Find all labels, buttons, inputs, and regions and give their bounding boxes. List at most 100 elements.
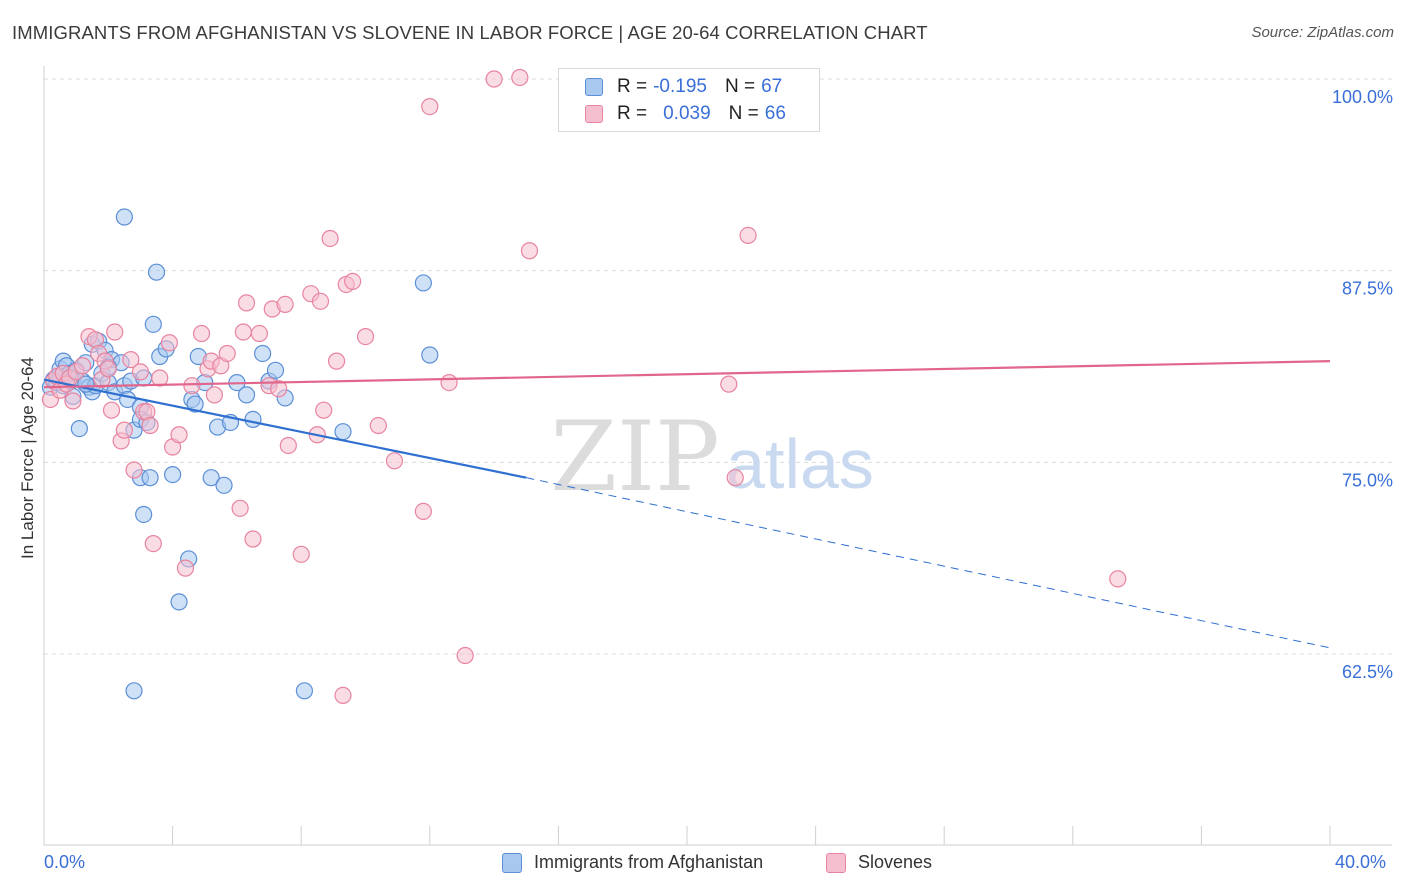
pink-point	[234, 323, 252, 341]
blue-point	[144, 315, 162, 333]
pink-point	[176, 559, 195, 577]
pink-point	[192, 324, 211, 343]
pink-point	[511, 68, 529, 87]
blue-point	[244, 410, 262, 428]
pink-point	[276, 295, 294, 313]
y-tick-label: 100.0%	[1332, 87, 1393, 107]
pink-point	[292, 545, 310, 563]
y-tick-label: 75.0%	[1342, 470, 1393, 490]
pink-point	[131, 363, 150, 381]
bottom-legend-item-slovenes: Slovenes	[826, 852, 932, 873]
blue-point	[254, 344, 272, 363]
source-credit: Source: ZipAtlas.com	[1251, 24, 1394, 41]
chart-title: IMMIGRANTS FROM AFGHANISTAN VS SLOVENE I…	[12, 22, 928, 43]
pink-point	[106, 323, 124, 341]
pink-point	[279, 436, 297, 455]
pink-point	[99, 360, 117, 378]
blue-point	[115, 208, 133, 226]
pink-point	[1109, 570, 1127, 588]
pink-point	[250, 324, 269, 343]
pink-point	[151, 369, 169, 387]
axes	[43, 66, 1392, 846]
y-tick-labels: 62.5% 75.0% 87.5% 100.0%	[1332, 87, 1393, 682]
pink-point	[456, 646, 474, 665]
pink-point	[73, 357, 92, 375]
blue-point	[186, 395, 204, 413]
blue-trend-extension	[526, 477, 1331, 649]
pink-point	[170, 426, 188, 444]
pink-point	[64, 392, 82, 410]
pink-point	[102, 401, 121, 419]
pink-point	[231, 499, 249, 517]
blue-point	[295, 682, 314, 700]
pink-point	[115, 421, 133, 439]
pink-point	[385, 452, 404, 470]
correlation-legend: R = -0.195 N = 67 R = 0.039 N = 66	[558, 68, 820, 132]
pink-point	[344, 272, 362, 290]
legend-r-label: R =	[617, 103, 648, 124]
y-tick-label: 87.5%	[1342, 279, 1393, 299]
legend-n-label: N =	[728, 103, 759, 124]
watermark-atlas: atlas	[726, 425, 874, 503]
pink-point	[125, 461, 143, 479]
blue-point	[202, 469, 220, 487]
y-tick-label: 62.5%	[1342, 662, 1393, 682]
legend-row-pink: R = 0.039 N = 66	[585, 102, 786, 126]
legend-n-value-blue: 67	[761, 76, 783, 97]
pink-point	[327, 352, 346, 370]
pink-point	[414, 502, 432, 520]
blue-point	[170, 593, 188, 611]
pink-point	[122, 351, 140, 369]
data-points	[41, 68, 1127, 705]
bottom-legend-item-afghanistan: Immigrants from Afghanistan	[502, 852, 763, 873]
pink-point	[485, 70, 503, 88]
blue-point	[414, 274, 432, 292]
pink-point	[270, 380, 288, 398]
pink-point	[144, 534, 162, 553]
pink-point	[315, 401, 333, 419]
pink-point	[237, 294, 256, 312]
x-tick-label-min: 0.0%	[44, 852, 86, 872]
pink-point	[369, 416, 387, 435]
pink-point	[218, 344, 236, 363]
pink-point	[205, 386, 223, 404]
legend-r-label: R =	[617, 76, 648, 97]
pink-point	[160, 334, 178, 352]
pink-point	[739, 226, 757, 244]
blue-point	[237, 386, 256, 404]
blue-point	[266, 361, 285, 379]
y-axis-label: In Labor Force | Age 20-64	[18, 357, 37, 559]
pink-point	[141, 416, 159, 435]
blue-point	[125, 682, 143, 700]
blue-point	[135, 505, 153, 524]
pink-trend-line	[43, 360, 1331, 389]
pink-point	[311, 292, 330, 310]
legend-r-value-pink: 0.039	[663, 103, 711, 124]
pink-point	[520, 242, 539, 260]
pink-point	[356, 328, 375, 346]
legend-swatch-pink	[585, 105, 603, 123]
legend-n-label: N =	[724, 76, 756, 97]
blue-point	[334, 423, 352, 441]
legend-row-blue: R = -0.195 N = 67	[585, 75, 782, 99]
pink-point	[421, 97, 439, 116]
blue-point	[164, 466, 182, 484]
blue-point	[70, 420, 88, 438]
pink-point	[440, 374, 458, 392]
pink-point	[726, 469, 744, 487]
bottom-legend-label-afghanistan: Immigrants from Afghanistan	[534, 852, 764, 872]
pink-point	[244, 530, 262, 548]
blue-point	[141, 469, 159, 487]
trend-lines	[43, 360, 1331, 649]
pink-point	[321, 229, 339, 248]
blue-point	[215, 476, 233, 494]
legend-n-value-pink: 66	[764, 103, 786, 124]
bottom-legend-swatch-pink	[826, 852, 846, 873]
blue-point	[421, 346, 439, 364]
pink-point	[334, 686, 352, 705]
pink-point	[720, 375, 738, 393]
blue-trend-line	[43, 378, 527, 479]
blue-point	[147, 263, 166, 281]
pink-point	[183, 377, 201, 395]
